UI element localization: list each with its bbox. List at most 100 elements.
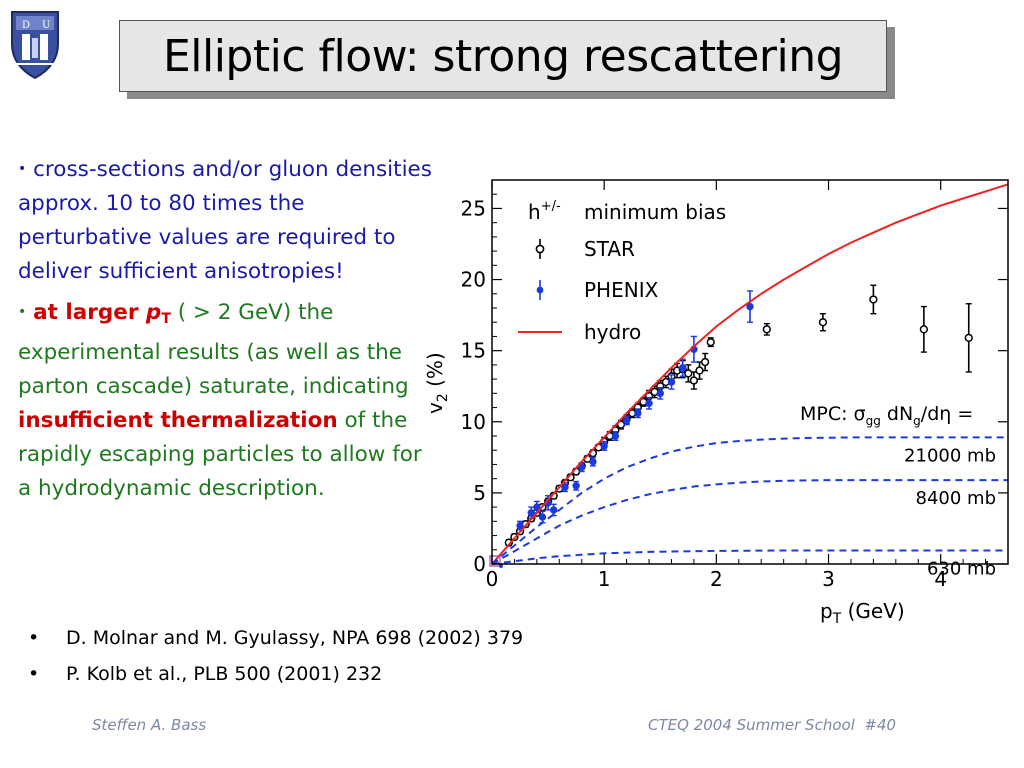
data-point-star (762, 325, 771, 334)
legend-label-phenix: PHENIX (584, 278, 659, 302)
x-tick-label: 4 (934, 567, 947, 591)
bullet-2-pt-sub: T (161, 311, 171, 327)
footer-event: CTEQ 2004 Summer School #40 (648, 716, 897, 734)
svg-text:U: U (42, 20, 50, 31)
x-tick-label: 3 (822, 567, 835, 591)
mpc-curve (491, 549, 1008, 565)
mpc-label-mid: dN (881, 403, 913, 425)
series-line-hydro (491, 183, 1009, 565)
mpc-curve (491, 436, 1008, 565)
bullet-2: • at larger pT ( > 2 GeV) the experiment… (18, 295, 438, 506)
data-point-phenix (561, 483, 569, 491)
bullet-2-emphasis-2: insufficient thermalization (18, 408, 338, 433)
y-tick-label: 10 (461, 410, 486, 434)
x-tick-label: 0 (486, 567, 499, 591)
mpc-curve-label: 21000 mb (904, 445, 996, 466)
bullet-2-pt-p: p (145, 300, 162, 325)
data-point-star (919, 325, 929, 334)
data-point-phenix (527, 509, 535, 517)
y-tick-label: 0 (473, 552, 486, 576)
y-axis-label-unit: (%) (423, 352, 447, 393)
origin-marker (489, 555, 501, 567)
reference-bullet: • (28, 627, 40, 649)
legend-label-hydro: hydro (584, 320, 641, 344)
data-point-star (964, 333, 973, 343)
plot-frame (491, 179, 1009, 565)
data-point-star (684, 369, 693, 378)
legend-marker-phenix (536, 286, 544, 294)
data-point-phenix (667, 378, 676, 386)
data-point-star (869, 295, 878, 304)
chart-title: minimum bias (584, 200, 726, 224)
references: • D. Molnar and M. Gyulassy, NPA 698 (200… (28, 620, 523, 692)
data-point-phenix (572, 482, 580, 490)
chart-marks (489, 183, 1009, 568)
bullet-2-text-b: of the rapidly escaping particles to all… (18, 408, 422, 501)
mpc-curve-label: 8400 mb (916, 488, 997, 509)
y-axis-label-sub: 2 (435, 393, 451, 402)
y-axis-label-main: v (423, 402, 447, 414)
x-axis-label-sub: T (832, 611, 842, 624)
data-point-phenix (622, 416, 631, 425)
bullet-dot: • (18, 161, 27, 177)
data-point-phenix (634, 409, 642, 417)
reference-bullet: • (28, 663, 40, 685)
footer-author: Steffen A. Bass (92, 716, 207, 734)
legend-particle-label: h+/- (528, 199, 561, 224)
reference-1-text: D. Molnar and M. Gyulassy, NPA 698 (2002… (66, 627, 524, 649)
mpc-curve (491, 479, 1008, 565)
bullet-2-text-a: ( > 2 GeV) the experimental results (as … (18, 300, 409, 399)
chart-legend: STAR PHENIX hydro (518, 237, 659, 344)
y-tick-label: 25 (461, 196, 486, 220)
y-axis-label: v2 (%) (423, 352, 451, 414)
mpc-curve-label: 630 mb (927, 558, 996, 579)
reference-2-text: P. Kolb et al., PLB 500 (2001) 232 (66, 663, 383, 685)
x-tick-label: 2 (710, 567, 723, 591)
data-point-phenix (589, 457, 597, 466)
reference-2: • P. Kolb et al., PLB 500 (2001) 232 (28, 656, 523, 692)
reference-1: • D. Molnar and M. Gyulassy, NPA 698 (200… (28, 620, 523, 656)
bullet-dot: • (18, 304, 27, 320)
svg-text:D: D (22, 20, 30, 31)
bullet-1-text: cross-sections and/or gluon densities ap… (18, 157, 432, 284)
mpc-label-end: /dη = (921, 403, 973, 425)
data-point-star (695, 366, 704, 375)
particle-sup: +/- (541, 199, 561, 214)
mpc-label: MPC: σgg dNg/dη = (800, 403, 973, 428)
data-point-phenix (645, 399, 653, 407)
particle-label: h (528, 200, 541, 224)
data-point-star (700, 357, 710, 367)
bullet-2-emphasis: at larger (33, 300, 146, 325)
slide-title: Elliptic flow: strong rescattering (162, 30, 844, 82)
y-tick-label: 15 (461, 339, 486, 363)
chart-axes: 0 5 10 15 20 25 0 1 2 3 4 (461, 179, 1009, 591)
university-shield-logo: D U (11, 11, 59, 80)
data-point-star (689, 376, 699, 385)
data-point-star (706, 337, 715, 347)
data-point-star (818, 318, 828, 327)
data-point-phenix (600, 442, 608, 450)
data-point-phenix (516, 521, 524, 530)
title-box: Elliptic flow: strong rescattering (119, 20, 887, 92)
mpc-label-a: MPC: σ (800, 403, 866, 425)
data-point-phenix (538, 513, 547, 521)
x-tick-label: 1 (598, 567, 611, 591)
bullet-list: • cross-sections and/or gluon densities … (18, 152, 438, 506)
origin-dot (498, 564, 503, 568)
data-point-phenix (549, 506, 558, 514)
x-axis-label-main: p (820, 599, 833, 623)
mpc-label-sub1: gg (866, 414, 881, 428)
x-axis-label-unit: (GeV) (841, 599, 904, 623)
data-point-phenix (678, 364, 687, 372)
data-point-phenix (533, 503, 541, 511)
data-point-phenix (656, 389, 664, 398)
data-point-phenix (746, 302, 754, 311)
x-axis-label: pT (GeV) (820, 599, 905, 624)
y-tick-label: 20 (461, 268, 486, 292)
y-tick-label: 5 (473, 481, 486, 505)
data-point-phenix (578, 463, 586, 471)
legend-marker-star (535, 244, 545, 254)
mpc-curve-labels: 21000 mb 8400 mb 630 mb (904, 445, 996, 579)
bullet-1: • cross-sections and/or gluon densities … (18, 152, 438, 289)
legend-label-star: STAR (584, 237, 635, 261)
